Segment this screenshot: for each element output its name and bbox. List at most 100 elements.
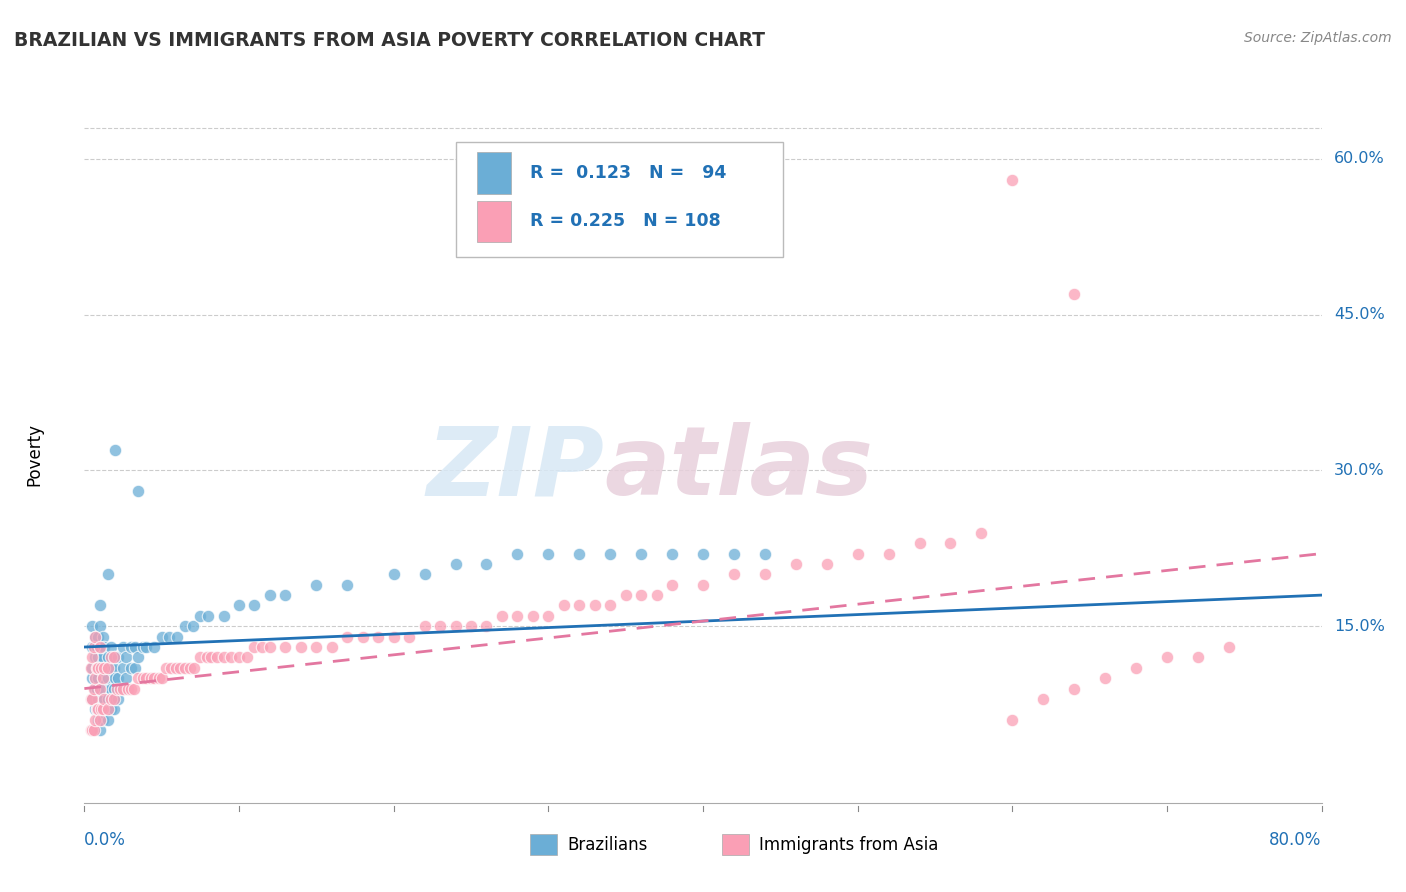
Point: [87, 650, 110, 665]
Point: [84, 630, 107, 644]
Point: [336, 578, 359, 592]
Point: [305, 578, 328, 592]
Text: Poverty: Poverty: [25, 424, 44, 486]
Point: [127, 484, 149, 499]
Point: [93, 681, 115, 696]
Point: [104, 692, 127, 706]
Point: [135, 640, 157, 654]
Point: [506, 608, 529, 623]
Point: [86, 702, 108, 716]
FancyBboxPatch shape: [477, 201, 512, 243]
Point: [82, 671, 104, 685]
Text: 80.0%: 80.0%: [1270, 830, 1322, 848]
Text: Source: ZipAtlas.com: Source: ZipAtlas.com: [1244, 31, 1392, 45]
Point: [614, 588, 637, 602]
FancyBboxPatch shape: [477, 153, 512, 194]
Point: [1063, 681, 1085, 696]
Point: [91, 713, 114, 727]
Point: [228, 599, 250, 613]
Point: [382, 567, 405, 582]
Point: [630, 588, 652, 602]
Point: [87, 630, 110, 644]
Point: [219, 650, 242, 665]
Point: [754, 547, 776, 561]
Point: [83, 723, 105, 738]
Point: [583, 599, 606, 613]
Point: [537, 547, 560, 561]
Point: [107, 692, 129, 706]
Point: [79, 692, 101, 706]
Point: [475, 557, 498, 571]
Point: [82, 692, 104, 706]
Point: [112, 661, 135, 675]
Point: [429, 619, 451, 633]
Point: [83, 681, 105, 696]
Point: [82, 640, 104, 654]
Point: [661, 547, 683, 561]
Point: [1125, 661, 1147, 675]
Point: [135, 671, 157, 685]
Point: [444, 619, 467, 633]
Point: [1063, 287, 1085, 301]
Text: atlas: atlas: [605, 422, 873, 516]
Point: [96, 692, 118, 706]
Point: [568, 599, 591, 613]
Point: [207, 650, 229, 665]
Point: [120, 681, 142, 696]
Point: [120, 661, 142, 675]
Text: 30.0%: 30.0%: [1334, 463, 1385, 478]
Point: [100, 650, 122, 665]
Point: [89, 723, 111, 738]
Point: [200, 650, 222, 665]
Point: [1032, 692, 1054, 706]
Point: [84, 713, 107, 727]
Point: [475, 619, 498, 633]
Point: [112, 640, 135, 654]
Point: [243, 640, 266, 654]
Point: [103, 692, 125, 706]
Text: BRAZILIAN VS IMMIGRANTS FROM ASIA POVERTY CORRELATION CHART: BRAZILIAN VS IMMIGRANTS FROM ASIA POVERT…: [14, 31, 765, 50]
Point: [112, 681, 135, 696]
Text: Brazilians: Brazilians: [567, 836, 647, 854]
Point: [506, 547, 529, 561]
Point: [1187, 650, 1209, 665]
Text: 60.0%: 60.0%: [1334, 152, 1385, 167]
Point: [174, 619, 197, 633]
Point: [143, 640, 166, 654]
Point: [174, 661, 197, 675]
Point: [599, 599, 621, 613]
Point: [103, 681, 125, 696]
Point: [84, 681, 107, 696]
Point: [413, 567, 436, 582]
Point: [87, 713, 110, 727]
Point: [522, 608, 544, 623]
Point: [87, 661, 110, 675]
Point: [212, 650, 235, 665]
Point: [91, 692, 114, 706]
Point: [91, 671, 114, 685]
Point: [84, 650, 107, 665]
Point: [661, 578, 683, 592]
Point: [398, 630, 420, 644]
Point: [103, 702, 125, 716]
Point: [108, 681, 131, 696]
Point: [179, 661, 201, 675]
Point: [382, 630, 405, 644]
FancyBboxPatch shape: [721, 834, 749, 855]
Point: [91, 630, 114, 644]
Point: [79, 723, 101, 738]
Point: [143, 671, 166, 685]
Point: [290, 640, 312, 654]
Point: [1001, 713, 1024, 727]
Point: [96, 671, 118, 685]
Point: [127, 671, 149, 685]
Point: [877, 547, 900, 561]
Point: [96, 661, 118, 675]
Point: [86, 681, 108, 696]
Point: [115, 650, 138, 665]
Text: R =  0.123   N =   94: R = 0.123 N = 94: [530, 164, 725, 182]
Text: R = 0.225   N = 108: R = 0.225 N = 108: [530, 212, 720, 230]
Point: [87, 692, 110, 706]
Point: [87, 671, 110, 685]
Point: [91, 702, 114, 716]
